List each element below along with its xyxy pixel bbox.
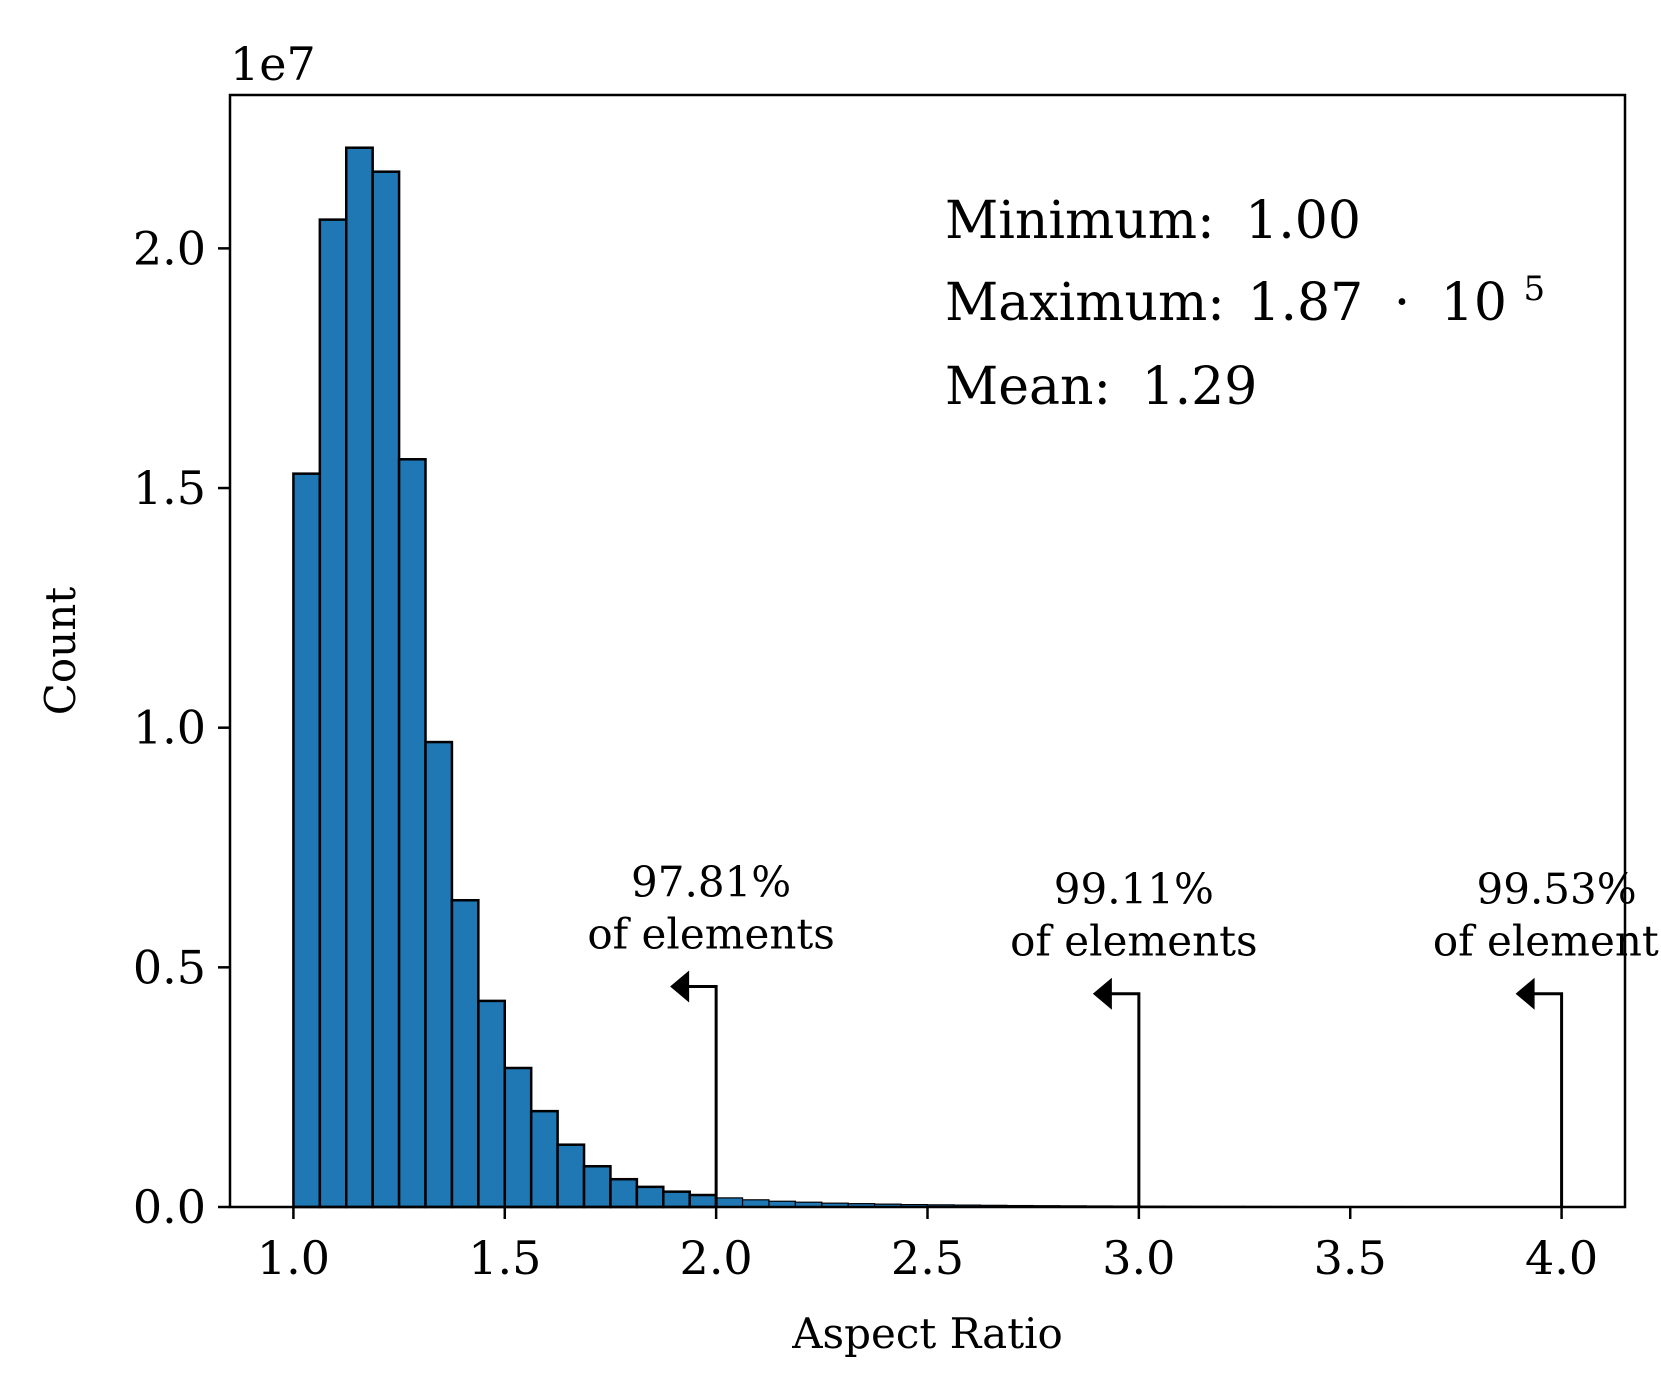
y-axis-ticks: 0.0 0.5 1.0 1.5 2.0 <box>133 221 230 1234</box>
stat-maximum-base: 10 <box>1441 273 1507 333</box>
x-tick-label: 2.0 <box>680 1231 753 1285</box>
stat-minimum: Minimum: 1.00 <box>945 191 1361 251</box>
x-tick-label: 2.5 <box>891 1231 964 1285</box>
stat-mean-label: Mean: <box>945 357 1111 417</box>
stat-maximum-mantissa: 1.87 <box>1247 273 1363 333</box>
histogram-bar <box>424 740 454 1209</box>
annotation-arrowhead <box>670 970 690 1003</box>
histogram-bar <box>292 472 322 1209</box>
histogram-bar <box>450 898 480 1209</box>
annotation-arrow-line <box>1110 992 1141 1207</box>
stat-mean-value: 1.29 <box>1142 357 1258 417</box>
y-tick-label: 1.5 <box>133 461 206 515</box>
annotation-arrowhead <box>1092 977 1112 1010</box>
stat-minimum-label: Minimum: <box>945 191 1215 251</box>
histogram-bar <box>556 1143 586 1209</box>
histogram-bar <box>345 146 374 1209</box>
annotation-label: of elements <box>1010 917 1258 966</box>
x-tick-label: 4.0 <box>1525 1231 1598 1285</box>
stat-mean: Mean: 1.29 <box>945 357 1257 417</box>
histogram-bar <box>609 1177 639 1209</box>
percentile-annotation: 99.53%of elements <box>1433 865 1661 1207</box>
histogram-bar <box>397 458 427 1209</box>
x-tick-label: 1.0 <box>257 1231 330 1285</box>
histogram-bars <box>292 146 1563 1209</box>
histogram-bar <box>635 1185 665 1209</box>
stat-maximum-exponent: 5 <box>1523 269 1545 309</box>
annotation-percent: 99.53% <box>1477 865 1637 914</box>
histogram-bar <box>715 1197 744 1208</box>
y-tick-label: 0.5 <box>133 940 206 994</box>
y-axis-label: Count <box>36 587 85 716</box>
x-axis-label: Aspect Ratio <box>791 1309 1063 1358</box>
histogram-bar <box>582 1165 612 1209</box>
y-tick-label: 1.0 <box>133 701 206 755</box>
annotation-percent: 97.81% <box>631 858 791 907</box>
annotation-label: of elements <box>1433 917 1661 966</box>
stat-minimum-value: 1.00 <box>1245 191 1361 251</box>
x-tick-label: 1.5 <box>468 1231 541 1285</box>
histogram-bar <box>318 218 348 1209</box>
annotation-arrow-line <box>1533 992 1564 1207</box>
annotation-arrowhead <box>1515 977 1535 1010</box>
x-tick-label: 3.5 <box>1314 1231 1387 1285</box>
stats-box: Minimum: 1.00 Maximum: 1.87 · 10 5 Mean:… <box>945 191 1545 417</box>
percentile-annotation: 99.11%of elements <box>1010 865 1258 1207</box>
y-tick-label: 0.0 <box>133 1180 206 1234</box>
histogram-bar <box>477 999 507 1209</box>
histogram-bar <box>688 1193 718 1209</box>
stat-maximum-dot: · <box>1394 273 1411 333</box>
annotation-arrow-line <box>688 985 718 1207</box>
x-axis-ticks: 1.0 1.5 2.0 2.5 3.0 3.5 4.0 <box>257 1207 1598 1285</box>
histogram-bar <box>371 170 401 1209</box>
percentile-annotation: 97.81%of elements <box>587 858 835 1207</box>
annotation-label: of elements <box>587 910 835 959</box>
stat-maximum-label: Maximum: <box>945 273 1225 333</box>
annotation-percent: 99.11% <box>1054 865 1214 914</box>
y-tick-label: 2.0 <box>133 221 206 275</box>
histogram-bar <box>503 1066 533 1209</box>
histogram-bar <box>529 1109 559 1209</box>
histogram-bar <box>662 1190 691 1209</box>
y-axis-multiplier: 1e7 <box>230 37 316 91</box>
x-tick-label: 3.0 <box>1102 1231 1175 1285</box>
stat-maximum: Maximum: 1.87 · 10 5 <box>945 269 1545 333</box>
